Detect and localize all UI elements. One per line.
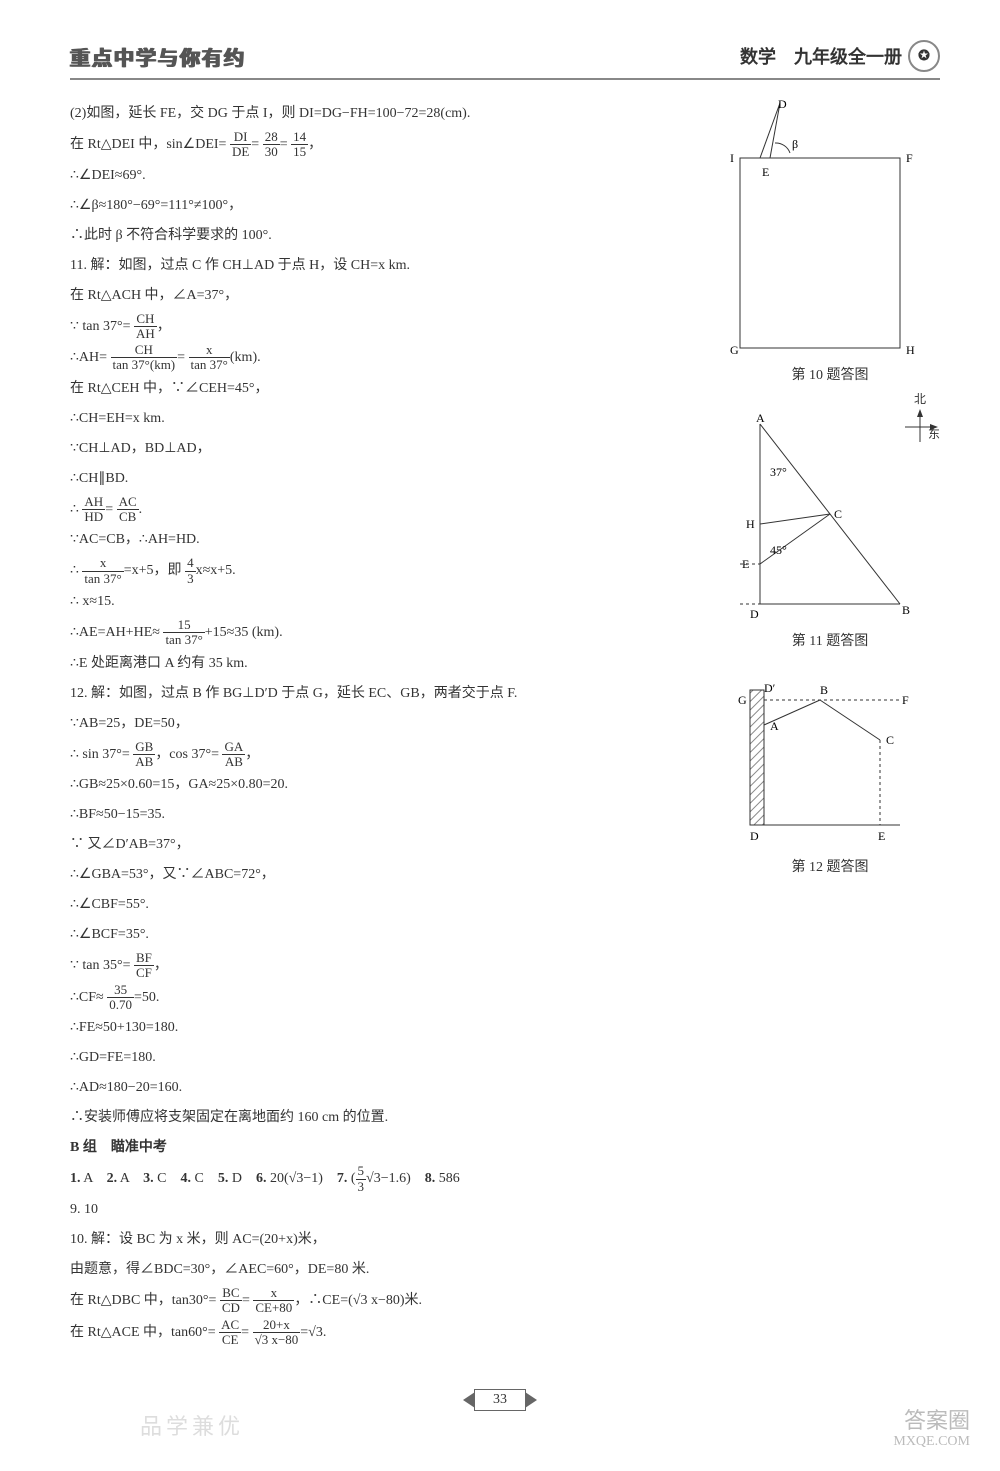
figure-caption: 第 10 题答图 bbox=[720, 364, 940, 384]
text-column: (2)如图，延长 FE，交 DG 于点 I，则 DI=DG−FH=100−72=… bbox=[70, 98, 700, 1349]
text-line: ∴ x≈15. bbox=[70, 588, 700, 616]
text-line: ∴安装师傅应将支架固定在离地面约 160 cm 的位置. bbox=[70, 1104, 700, 1132]
svg-text:37°: 37° bbox=[770, 465, 787, 479]
svg-text:D: D bbox=[750, 829, 759, 843]
text-line: ∵ tan 35°= BFCF， bbox=[70, 951, 700, 981]
text-line: ∴∠β≈180°−69°=111°≠100°， bbox=[70, 192, 700, 220]
svg-text:D′: D′ bbox=[764, 681, 776, 695]
svg-text:F: F bbox=[906, 151, 913, 165]
svg-text:E: E bbox=[762, 165, 769, 179]
figure-10: D I F E G H β 第 10 题答图 bbox=[720, 98, 940, 384]
content-area: (2)如图，延长 FE，交 DG 于点 I，则 DI=DG−FH=100−72=… bbox=[70, 98, 940, 1349]
figure-caption: 第 12 题答图 bbox=[720, 856, 940, 876]
page: 重点中学与你有约 数学 九年级全一册 ✪ (2)如图，延长 FE，交 DG 于点… bbox=[0, 0, 1000, 1471]
text-line: 9. 10 bbox=[70, 1196, 700, 1224]
text-line: ∴E 处距离港口 A 约有 35 km. bbox=[70, 650, 700, 678]
text-line: 在 Rt△CEH 中，∵∠CEH=45°， bbox=[70, 375, 700, 403]
svg-text:D: D bbox=[750, 607, 759, 621]
svg-text:B: B bbox=[820, 683, 828, 697]
svg-text:D: D bbox=[778, 98, 787, 111]
svg-text:E: E bbox=[742, 557, 749, 571]
text-line: 12. 解：如图，过点 B 作 BG⊥D′D 于点 G，延长 EC、GB，两者交… bbox=[70, 680, 700, 708]
text-line: ∵ tan 37°= CHAH， bbox=[70, 312, 700, 342]
figure-11: A H E D B C 37° 45° 第 11 题答图 bbox=[720, 414, 940, 650]
figure-12: D′ B F A C G D E 第 12 题答图 bbox=[720, 680, 940, 876]
page-header: 重点中学与你有约 数学 九年级全一册 ✪ bbox=[70, 40, 940, 80]
header-right-title: 数学 九年级全一册 bbox=[740, 43, 902, 69]
seal-icon: ✪ bbox=[908, 40, 940, 72]
svg-text:G: G bbox=[730, 343, 739, 357]
watermark: 答案圈 MXQE.COM bbox=[893, 1408, 970, 1451]
page-number: 33 bbox=[474, 1389, 526, 1411]
text-line: ∵AC=CB，∴AH=HD. bbox=[70, 526, 700, 554]
page-number-block: 33 bbox=[0, 1389, 1000, 1411]
svg-text:F: F bbox=[902, 693, 909, 707]
compass-north: 北 bbox=[900, 390, 940, 407]
text-line: ∴ AHHD= ACCB. bbox=[70, 495, 700, 525]
svg-text:H: H bbox=[906, 343, 915, 357]
figure-column: D I F E G H β 第 10 题答图 bbox=[720, 98, 940, 1349]
header-left-title: 重点中学与你有约 bbox=[70, 42, 246, 71]
svg-text:I: I bbox=[730, 151, 734, 165]
text-line: ∵AB=25，DE=50， bbox=[70, 710, 700, 738]
text-line: ∴AD≈180−20=160. bbox=[70, 1074, 700, 1102]
watermark-line2: MXQE.COM bbox=[893, 1434, 970, 1451]
text-line: ∴此时 β 不符合科学要求的 100°. bbox=[70, 222, 700, 250]
text-line: 在 Rt△ACE 中，tan60°= ACCE= 20+x√3 x−80=√3. bbox=[70, 1318, 700, 1348]
text-line: ∴CH=EH=x km. bbox=[70, 405, 700, 433]
text-line: ∴∠GBA=53°，又∵∠ABC=72°， bbox=[70, 861, 700, 889]
svg-text:C: C bbox=[834, 507, 842, 521]
text-line: (2)如图，延长 FE，交 DG 于点 I，则 DI=DG−FH=100−72=… bbox=[70, 100, 700, 128]
text-line: ∴CH∥BD. bbox=[70, 465, 700, 493]
svg-text:A: A bbox=[756, 414, 765, 425]
text-line: 在 Rt△DEI 中，sin∠DEI= DIDE= 2830= 1415， bbox=[70, 130, 700, 160]
text-line: 在 Rt△ACH 中，∠A=37°， bbox=[70, 282, 700, 310]
text-line: ∴∠DEI≈69°. bbox=[70, 162, 700, 190]
svg-text:β: β bbox=[792, 137, 798, 151]
text-line: ∴GB≈25×0.60=15，GA≈25×0.80=20. bbox=[70, 771, 700, 799]
text-line: ∵CH⊥AD，BD⊥AD， bbox=[70, 435, 700, 463]
text-line: ∵ 又∠D′AB=37°， bbox=[70, 831, 700, 859]
text-line: ∴∠BCF=35°. bbox=[70, 921, 700, 949]
header-right: 数学 九年级全一册 ✪ bbox=[740, 40, 940, 72]
svg-text:C: C bbox=[886, 733, 894, 747]
figure-caption: 第 11 题答图 bbox=[720, 630, 940, 650]
text-line: ∴AE=AH+HE≈ 15tan 37°+15≈35 (km). bbox=[70, 618, 700, 648]
text-line: ∴GD=FE=180. bbox=[70, 1044, 700, 1072]
text-line: ∴CF≈ 350.70=50. bbox=[70, 983, 700, 1013]
text-line: 由题意，得∠BDC=30°，∠AEC=60°，DE=80 米. bbox=[70, 1256, 700, 1284]
faint-watermark: 品学兼优 bbox=[140, 1409, 244, 1441]
section-heading: B 组 瞄准中考 bbox=[70, 1134, 700, 1162]
svg-text:45°: 45° bbox=[770, 543, 787, 557]
text-line: ∴BF≈50−15=35. bbox=[70, 801, 700, 829]
text-line: 10. 解：设 BC 为 x 米，则 AC=(20+x)米， bbox=[70, 1226, 700, 1254]
text-line: 1. A 2. A 3. C 4. C 5. D 6. 20(√3−1) 7. … bbox=[70, 1164, 700, 1194]
svg-text:H: H bbox=[746, 517, 755, 531]
compass-icon: 北 东 bbox=[900, 390, 940, 442]
text-line: ∴FE≈50+130=180. bbox=[70, 1014, 700, 1042]
text-line: ∴∠CBF=55°. bbox=[70, 891, 700, 919]
watermark-line1: 答案圈 bbox=[893, 1408, 970, 1434]
text-line: ∴ sin 37°= GBAB，cos 37°= GAAB， bbox=[70, 740, 700, 770]
text-line: ∴AH= CHtan 37°(km)= xtan 37°(km). bbox=[70, 343, 700, 373]
svg-text:A: A bbox=[770, 719, 779, 733]
text-line: 11. 解：如图，过点 C 作 CH⊥AD 于点 H，设 CH=x km. bbox=[70, 252, 700, 280]
text-line: ∴ xtan 37°=x+5，即 43x≈x+5. bbox=[70, 556, 700, 586]
text-line: 在 Rt△DBC 中，tan30°= BCCD= xCE+80，∴CE=(√3 … bbox=[70, 1286, 700, 1316]
svg-text:B: B bbox=[902, 603, 910, 617]
svg-text:E: E bbox=[878, 829, 885, 843]
svg-text:G: G bbox=[738, 693, 747, 707]
